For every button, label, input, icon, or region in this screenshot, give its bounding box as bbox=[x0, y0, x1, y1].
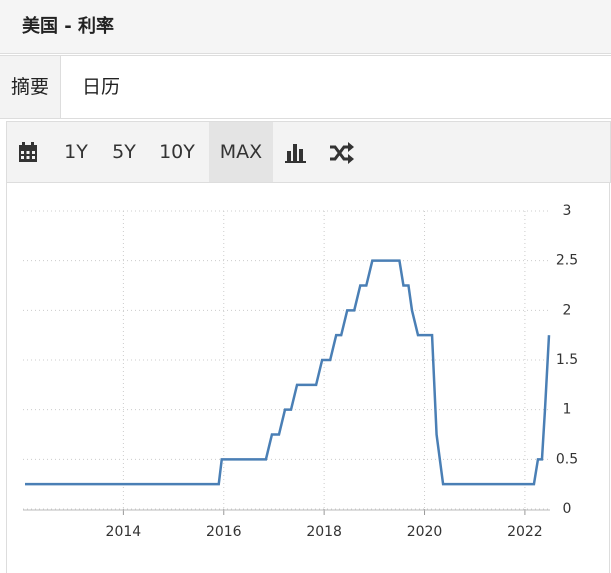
chart-frame bbox=[6, 183, 610, 573]
y-tick-label: 1 bbox=[563, 402, 572, 418]
range-button[interactable]: MAX bbox=[209, 122, 273, 182]
x-tick-label: 2020 bbox=[407, 524, 443, 540]
y-tick-label: 0 bbox=[563, 501, 572, 517]
y-tick-label: 3 bbox=[563, 203, 572, 219]
x-tick-label: 2022 bbox=[507, 524, 543, 540]
range-button[interactable]: 1Y bbox=[64, 141, 88, 163]
y-tick-label: 1.5 bbox=[556, 352, 578, 368]
tab[interactable]: 日历 bbox=[82, 76, 121, 98]
title: 美国 - 利率 bbox=[22, 16, 115, 37]
y-tick-label: 0.5 bbox=[556, 451, 578, 467]
x-tick-label: 2018 bbox=[306, 524, 342, 540]
tab[interactable]: 摘要 bbox=[0, 56, 61, 118]
calendar-icon[interactable] bbox=[17, 141, 41, 165]
x-tick-label: 2016 bbox=[206, 524, 242, 540]
header: 美国 - 利率 bbox=[0, 0, 611, 54]
tabs: 摘要 日历 bbox=[0, 55, 611, 119]
y-tick-label: 2.5 bbox=[556, 253, 578, 269]
toolbar: 1Y 5Y 10Y MAX bbox=[6, 121, 611, 183]
range-button[interactable]: 10Y bbox=[159, 141, 195, 163]
range-button[interactable]: 5Y bbox=[112, 141, 136, 163]
shuffle-icon[interactable] bbox=[329, 141, 355, 165]
line bbox=[25, 259, 551, 486]
x-tick-label: 2014 bbox=[106, 524, 142, 540]
bar-icon[interactable] bbox=[285, 141, 309, 165]
y-tick-label: 2 bbox=[563, 302, 572, 318]
